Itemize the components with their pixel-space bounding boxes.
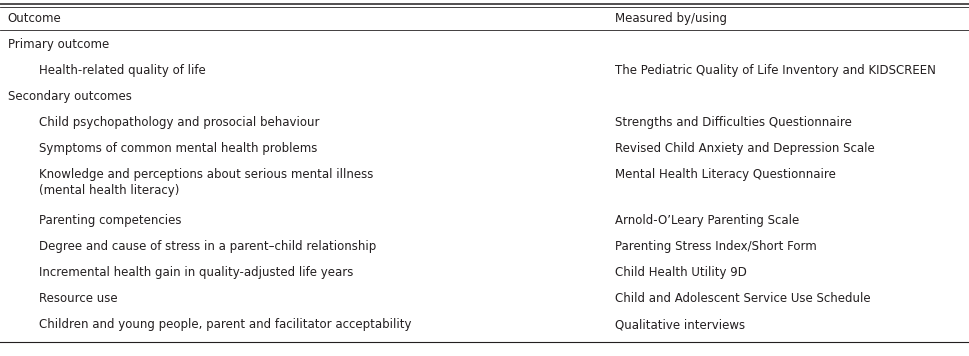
Text: Child psychopathology and prosocial behaviour: Child psychopathology and prosocial beha… <box>39 116 319 129</box>
Text: Strengths and Difficulties Questionnaire: Strengths and Difficulties Questionnaire <box>615 116 852 129</box>
Text: Measured by/using: Measured by/using <box>615 12 728 25</box>
Text: Symptoms of common mental health problems: Symptoms of common mental health problem… <box>39 142 317 155</box>
Text: Revised Child Anxiety and Depression Scale: Revised Child Anxiety and Depression Sca… <box>615 142 875 155</box>
Text: Children and young people, parent and facilitator acceptability: Children and young people, parent and fa… <box>39 318 411 331</box>
Text: Incremental health gain in quality-adjusted life years: Incremental health gain in quality-adjus… <box>39 266 353 279</box>
Text: Child and Adolescent Service Use Schedule: Child and Adolescent Service Use Schedul… <box>615 292 871 305</box>
Text: Arnold-O’Leary Parenting Scale: Arnold-O’Leary Parenting Scale <box>615 214 799 227</box>
Text: Health-related quality of life: Health-related quality of life <box>39 64 205 77</box>
Text: Knowledge and perceptions about serious mental illness
(mental health literacy): Knowledge and perceptions about serious … <box>39 168 373 197</box>
Text: Secondary outcomes: Secondary outcomes <box>8 90 132 103</box>
Text: The Pediatric Quality of Life Inventory and KIDSCREEN: The Pediatric Quality of Life Inventory … <box>615 64 936 77</box>
Text: Resource use: Resource use <box>39 292 117 305</box>
Text: Qualitative interviews: Qualitative interviews <box>615 318 745 331</box>
Text: Parenting competencies: Parenting competencies <box>39 214 181 227</box>
Text: Outcome: Outcome <box>8 12 61 25</box>
Text: Degree and cause of stress in a parent–child relationship: Degree and cause of stress in a parent–c… <box>39 240 376 253</box>
Text: Mental Health Literacy Questionnaire: Mental Health Literacy Questionnaire <box>615 168 836 181</box>
Text: Primary outcome: Primary outcome <box>8 38 109 51</box>
Text: Parenting Stress Index/Short Form: Parenting Stress Index/Short Form <box>615 240 817 253</box>
Text: Child Health Utility 9D: Child Health Utility 9D <box>615 266 747 279</box>
